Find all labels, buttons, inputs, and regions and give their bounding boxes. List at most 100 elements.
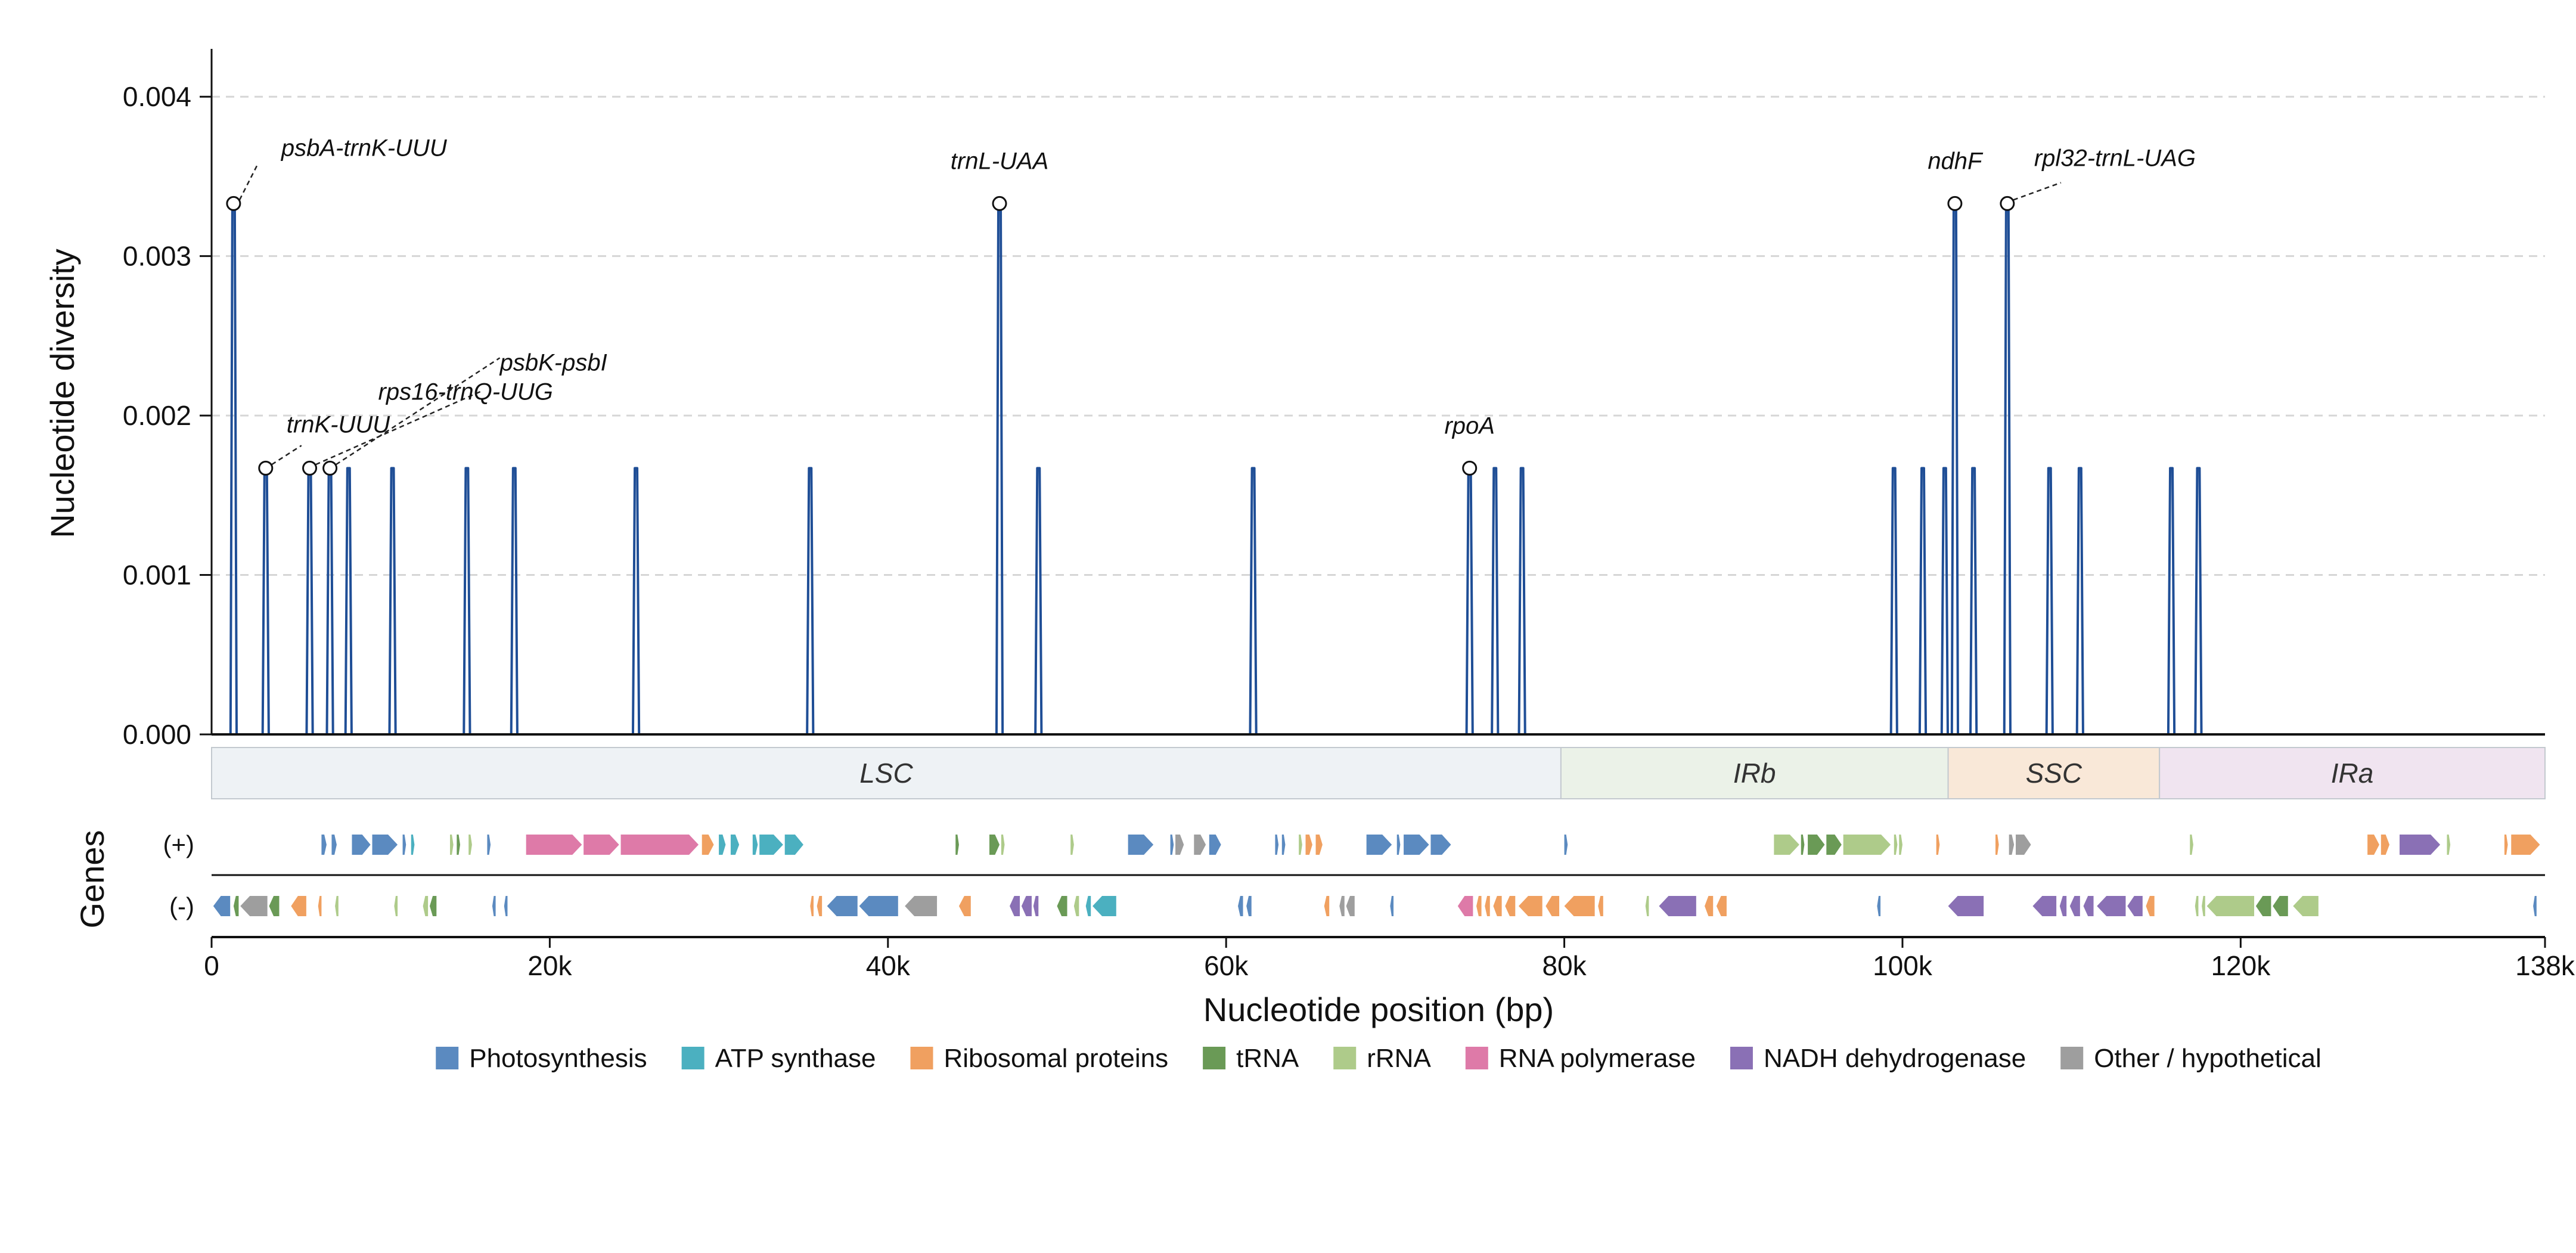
gene-minus [827, 896, 858, 916]
gene-minus [429, 896, 437, 916]
legend-swatch [910, 1047, 933, 1069]
gene-plus [2447, 835, 2451, 855]
gene-minus [1093, 896, 1116, 916]
legend-label: NADH dehydrogenase [1764, 1044, 2026, 1073]
gene-minus [1877, 896, 1881, 916]
gene-plus [1801, 835, 1805, 855]
gene-minus [1390, 896, 1394, 916]
gene-minus [1238, 896, 1243, 916]
y-tick-label: 0.001 [123, 560, 191, 591]
region-label: IRb [1733, 758, 1776, 789]
region-label: LSC [859, 758, 913, 789]
legend-label: Other / hypothetical [2094, 1044, 2321, 1073]
peak-label: trnL-UAA [951, 148, 1049, 174]
gene-minus [1705, 896, 1714, 916]
gene-plus [1404, 835, 1429, 855]
gene-plus [2400, 835, 2441, 855]
gene-minus [1518, 896, 1543, 916]
gene-minus [1659, 896, 1696, 916]
peak-label: psbA-trnK-UUU [281, 135, 448, 161]
gene-plus [1170, 835, 1174, 855]
gene-minus [394, 896, 398, 916]
gene-plus [955, 835, 959, 855]
gene-plus [1366, 835, 1392, 855]
gene-plus [1001, 835, 1005, 855]
gene-plus [1808, 835, 1825, 855]
legend-label: tRNA [1236, 1044, 1299, 1073]
gene-plus [1305, 835, 1312, 855]
gene-plus [1564, 835, 1568, 855]
gene-plus [2511, 835, 2540, 855]
gene-minus [905, 896, 938, 916]
legend-swatch [1333, 1047, 1357, 1069]
x-tick-label: 100k [1873, 950, 1933, 981]
gene-plus [1899, 835, 1902, 855]
gene-minus [2127, 896, 2143, 916]
gene-minus [2083, 896, 2094, 916]
gene-minus [1457, 896, 1473, 916]
gene-plus [321, 835, 327, 855]
gene-plus [352, 835, 371, 855]
peak-marker [1462, 460, 1478, 476]
gene-minus [1246, 896, 1252, 916]
gene-plus [1209, 835, 1221, 855]
gene-minus [233, 896, 239, 916]
gene-minus [1645, 896, 1649, 916]
legend-swatch [436, 1047, 459, 1069]
gene-minus [2293, 896, 2319, 916]
gene-minus [810, 896, 814, 916]
region-bands: LSC IRb SSC IRa [211, 747, 2546, 799]
gene-minus [2032, 896, 2057, 916]
gene-plus [702, 835, 714, 855]
x-axis-title: Nucleotide position (bp) [1203, 991, 1554, 1028]
gene-minus [1057, 896, 1067, 916]
axes: 0.000 0.001 0.002 0.003 0.004 0 20k 40k 60k 80k 10… [123, 49, 2575, 981]
gene-minus [1073, 896, 1079, 916]
y-tick-label: 0.004 [123, 81, 191, 112]
genes-track-title: Genes [73, 830, 111, 929]
gene-plus [1430, 835, 1451, 855]
gene-minus [1033, 896, 1039, 916]
gene-plus [1826, 835, 1842, 855]
gene-plus [759, 835, 783, 855]
gene-plus [2016, 835, 2031, 855]
x-tick-label: 60k [1204, 950, 1249, 981]
gene-minus [423, 896, 429, 916]
peak-marker [992, 196, 1007, 211]
gene-minus [2533, 896, 2537, 916]
gene-plus [1299, 835, 1302, 855]
gene-minus [2206, 896, 2255, 916]
annotation-leader [271, 445, 302, 466]
region-ssc [1947, 747, 2161, 799]
gene-minus [269, 896, 280, 916]
legend: Photosynthesis ATP synthase Ribosomal prot… [436, 1044, 2321, 1073]
peak-annotations: psbA-trnK-UUU trnK-UUU rps16-trnQ-UUG psbK-… [226, 135, 2196, 476]
peak-marker [226, 196, 241, 211]
gene-plus [2009, 835, 2015, 855]
y-tick-label: 0.000 [123, 719, 191, 750]
gene-plus [584, 835, 619, 855]
gene-plus [411, 835, 415, 855]
gene-tracks [213, 835, 2540, 916]
gene-minus [2069, 896, 2080, 916]
gene-minus [859, 896, 898, 916]
gene-minus [1598, 896, 1603, 916]
gene-minus [958, 896, 971, 916]
gene-minus [1346, 896, 1355, 916]
region-label: IRa [2331, 758, 2374, 789]
gene-minus [1564, 896, 1595, 916]
peak-label: ndhF [1928, 148, 1984, 174]
annotation-leader [238, 164, 258, 200]
gene-minus [318, 896, 322, 916]
gene-plus [402, 835, 406, 855]
gene-plus [1281, 835, 1286, 855]
gene-minus [2273, 896, 2288, 916]
peak-marker [1947, 196, 1963, 211]
gene-plus [1936, 835, 1940, 855]
gene-plus [1843, 835, 1891, 855]
gene-plus [730, 835, 740, 855]
gene-plus [719, 835, 726, 855]
gene-minus [1505, 896, 1516, 916]
